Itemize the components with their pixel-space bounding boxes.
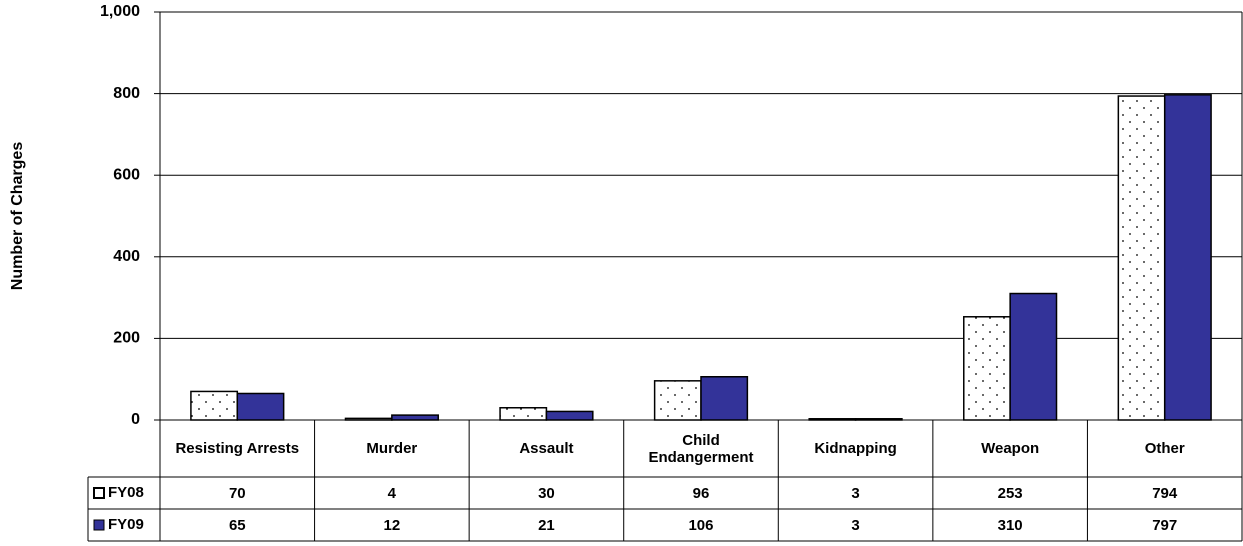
category-label-text: Assault: [519, 440, 574, 457]
y-axis-label: Number of Charges: [9, 142, 26, 291]
bar: [963, 316, 1011, 421]
bar: [391, 414, 439, 421]
bar: [190, 390, 239, 421]
category-label: Weapon: [933, 420, 1088, 477]
y-tick-label: 800: [113, 85, 140, 102]
category-label-text: Kidnapping: [814, 440, 897, 457]
table-value-text: 310: [997, 516, 1023, 534]
y-tick-label: 600: [113, 166, 140, 183]
bar: [1117, 95, 1166, 421]
table-value-text: 794: [1152, 484, 1178, 502]
bar: [1163, 94, 1212, 421]
legend-label: FY09: [108, 516, 144, 533]
bar: [1009, 292, 1058, 421]
category-label: Other: [1087, 420, 1242, 477]
y-tick-label: 400: [113, 248, 140, 265]
category-label: Kidnapping: [778, 420, 933, 477]
table-value: 106: [624, 509, 779, 541]
table-value-text: 21: [538, 516, 555, 534]
table-value-text: 3: [851, 484, 860, 502]
category-label-text: Weapon: [981, 440, 1040, 457]
y-tick-label: 1,000: [100, 3, 140, 20]
bar: [854, 418, 903, 421]
legend-key: [93, 519, 105, 531]
table-value-text: 3: [851, 516, 860, 534]
table-value: 30: [469, 477, 624, 509]
bar: [499, 407, 548, 421]
table-value: 310: [933, 509, 1088, 541]
legend-label: FY08: [108, 484, 144, 501]
table-value-text: 70: [228, 484, 246, 502]
category-label-text: Murder: [366, 440, 418, 457]
table-value: 797: [1087, 509, 1242, 541]
table-value-text: 65: [228, 516, 246, 534]
category-label-text: Other: [1144, 440, 1185, 457]
table-value: 12: [315, 509, 470, 541]
bar: [700, 376, 749, 421]
table-value: 253: [933, 477, 1088, 509]
category-label-text: Child Endangerment: [648, 431, 754, 466]
table-value-text: 106: [688, 516, 714, 534]
category-label: Assault: [469, 420, 624, 477]
table-value: 96: [624, 477, 779, 509]
table-value: 21: [469, 509, 624, 541]
bar: [653, 380, 702, 421]
bar: [545, 410, 594, 421]
table-value-text: 253: [997, 484, 1023, 502]
category-label: Resisting Arrests: [160, 420, 315, 477]
table-value: 65: [160, 509, 315, 541]
table-value-text: 797: [1152, 516, 1178, 534]
table-value: 794: [1087, 477, 1242, 509]
legend-key: [93, 487, 105, 499]
table-value-text: 12: [383, 516, 401, 534]
table-value-text: 30: [538, 484, 555, 502]
table-value: 4: [315, 477, 470, 509]
category-label: Murder: [315, 420, 470, 477]
table-value-text: 4: [387, 484, 397, 502]
bar: [236, 392, 285, 421]
y-tick-label: 0: [131, 411, 140, 428]
table-value: 3: [778, 477, 933, 509]
y-tick-label: 200: [113, 330, 140, 347]
table-value-text: 96: [692, 484, 710, 502]
table-value: 70: [160, 477, 315, 509]
category-label-text: Resisting Arrests: [175, 440, 300, 457]
category-label: Child Endangerment: [624, 420, 779, 477]
table-value: 3: [778, 509, 933, 541]
